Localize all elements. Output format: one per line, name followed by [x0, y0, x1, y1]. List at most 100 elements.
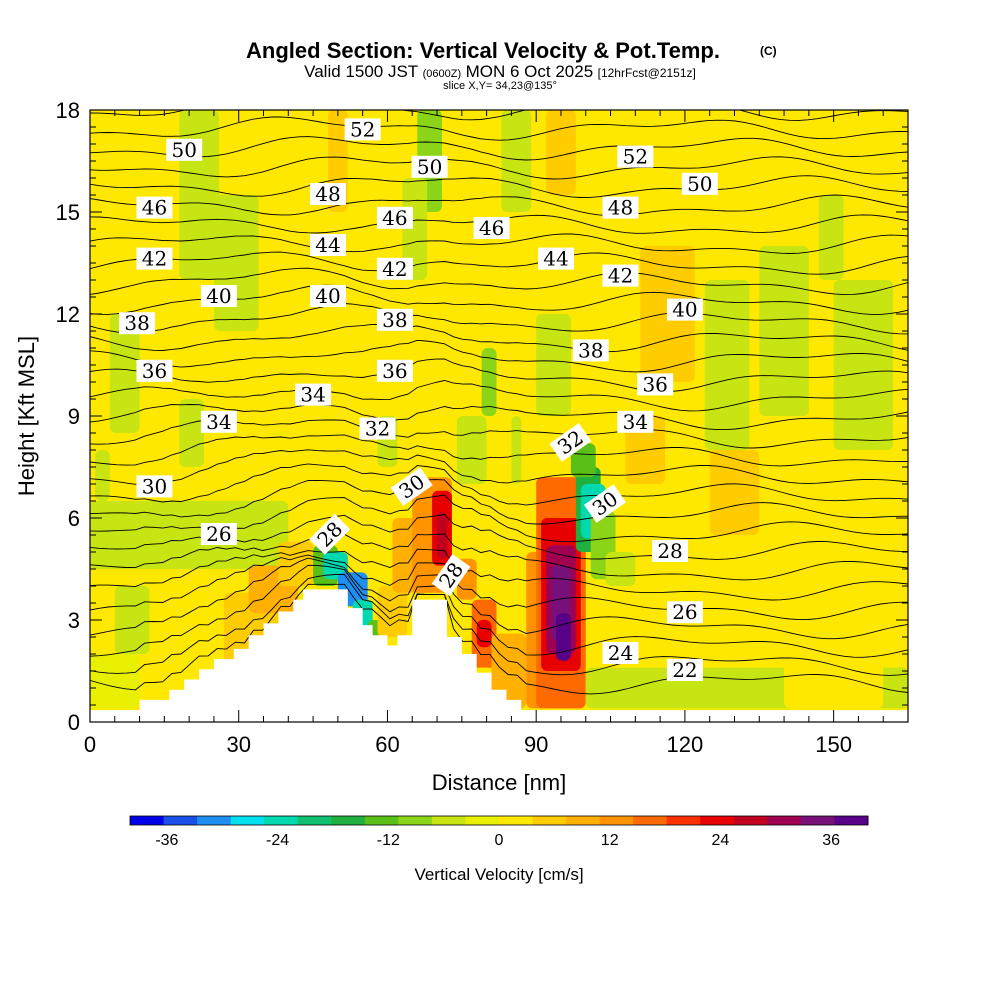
theta-label-box	[119, 312, 156, 335]
theta-label-box	[359, 417, 396, 440]
theta-label-box	[637, 373, 674, 396]
theta-label-box	[538, 247, 575, 270]
colorbar-tick-label: -24	[266, 832, 289, 849]
theta-label-box	[549, 423, 592, 462]
subtitle-date: MON 6 Oct 2025	[466, 62, 594, 81]
slice-label: slice X,Y= 34,23@135°	[443, 80, 557, 92]
theta-label-box	[376, 308, 413, 331]
theta-label-text: 38	[578, 338, 603, 362]
velocity-cell	[570, 443, 596, 478]
theta-label: 40	[200, 284, 237, 308]
theta-label: 32	[359, 417, 396, 441]
velocity-cell	[323, 552, 348, 580]
theta-label-text: 26	[206, 522, 231, 546]
velocity-cell	[511, 416, 522, 484]
colorbar-tick-label: -36	[155, 832, 178, 849]
theta-label-box	[583, 484, 627, 523]
theta-label: 38	[119, 311, 156, 335]
theta-label-text: 42	[382, 257, 407, 281]
theta-label-box	[390, 467, 433, 506]
velocity-cell	[491, 633, 527, 709]
theta-label-box	[309, 183, 346, 205]
colorbar-swatch	[264, 816, 299, 825]
colorbar-swatch	[499, 816, 534, 825]
theta-label: 40	[666, 298, 703, 322]
theta-label-text: 22	[672, 658, 697, 682]
y-tick-label: 12	[56, 302, 80, 327]
theta-label-box	[411, 155, 448, 178]
theta-label-text: 42	[608, 264, 633, 288]
velocity-cell	[501, 110, 532, 212]
chart-title: Angled Section: Vertical Velocity & Pot.…	[246, 38, 720, 63]
plot-area	[90, 110, 908, 722]
colorbar-swatch	[733, 816, 768, 825]
x-tick-label: 60	[375, 732, 399, 757]
theta-label: 38	[572, 338, 609, 362]
theta-label-box	[617, 410, 654, 433]
theta-label-box	[376, 257, 413, 280]
theta-label: 50	[411, 155, 448, 179]
theta-label-text: 38	[124, 311, 149, 335]
velocity-cell	[114, 586, 150, 654]
isentrope-line	[90, 548, 908, 601]
y-tick-label: 0	[68, 710, 80, 735]
theta-label-box	[572, 339, 609, 362]
colorbar-swatch	[834, 816, 869, 825]
theta-label-box	[376, 206, 413, 229]
colorbar-label: Vertical Velocity [cm/s]	[414, 865, 583, 884]
y-tick-label: 3	[68, 608, 80, 633]
velocity-cell	[476, 620, 492, 648]
velocity-field	[90, 110, 908, 722]
colorbar-swatch	[297, 816, 332, 825]
velocity-cell	[556, 613, 571, 661]
theta-label-text: 28	[657, 539, 682, 563]
terrain-mask	[90, 589, 908, 722]
colorbar-swatch	[465, 816, 500, 825]
velocity-cell	[784, 647, 884, 709]
isentrope-line	[90, 463, 908, 506]
colorbar-swatch	[431, 816, 466, 825]
theta-label: 42	[376, 257, 413, 281]
colorbar-frame	[129, 815, 869, 826]
theta-labels: 50 52 50 52 50 48 48 46 46 46 44 44 42 42 42 40 40 40 38 38…	[119, 117, 718, 682]
theta-label: 24	[602, 641, 639, 665]
colorbar: -36 -24 -12 0 12 24 36	[129, 815, 869, 849]
x-tick-label: 0	[84, 732, 96, 757]
subtitle-run: [12hrFcst@2151z]	[598, 66, 696, 80]
theta-label: 50	[681, 172, 718, 196]
theta-label-box	[602, 642, 639, 664]
theta-label-box	[681, 172, 718, 195]
theta-label-box	[666, 601, 703, 624]
theta-label-box	[200, 410, 237, 433]
theta-label-text: 34	[206, 410, 231, 434]
theta-label-text: 38	[382, 308, 407, 332]
colorbar-swatch	[800, 816, 835, 825]
isentrope-line	[90, 380, 908, 412]
theta-label-box	[136, 359, 173, 382]
theta-label: 42	[136, 247, 173, 271]
velocity-cell	[402, 178, 428, 280]
velocity-cell	[605, 552, 636, 586]
theta-label-text: 36	[642, 372, 667, 396]
x-tick-label: 90	[524, 732, 548, 757]
theta-label-box	[136, 475, 173, 498]
theta-label: 34	[617, 410, 654, 434]
theta-label-text: 46	[382, 206, 407, 230]
theta-label: 44	[309, 233, 346, 257]
velocity-cell	[437, 511, 447, 559]
theta-label-text: 30	[142, 474, 167, 498]
theta-label: 36	[136, 359, 173, 383]
isentrope-line	[90, 303, 908, 335]
theta-label: 48	[602, 196, 639, 220]
isentrope-line	[90, 564, 908, 658]
theta-label: 48	[309, 182, 346, 206]
theta-label-text: 42	[142, 247, 167, 271]
colorbar-swatch	[566, 816, 601, 825]
y-tick-label: 6	[68, 506, 80, 531]
theta-label-box	[431, 554, 471, 597]
isentrope-line	[90, 339, 908, 373]
colorbar-swatch	[364, 816, 399, 825]
theta-label: 46	[473, 216, 510, 240]
theta-label-box	[376, 359, 413, 382]
isentrope-line	[90, 110, 908, 121]
